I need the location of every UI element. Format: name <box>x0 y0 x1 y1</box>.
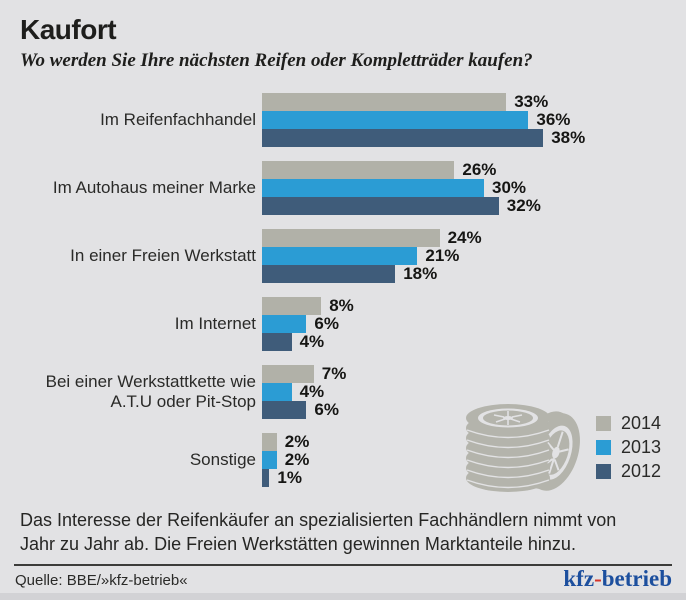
bar-value-label: 8% <box>329 296 354 315</box>
bar-2014 <box>262 433 277 451</box>
bottom-edge-strip <box>0 593 686 600</box>
bar-line-2012: 4% <box>262 333 354 351</box>
bar-line-2014: 2% <box>262 433 309 451</box>
legend-label: 2012 <box>621 461 662 481</box>
chart-row: Im Reifenfachhandel 33% 36% 38% <box>14 93 674 147</box>
bar-line-2013: 36% <box>262 111 585 129</box>
bar-value-label: 36% <box>536 110 571 129</box>
category-bars: 33% 36% 38% <box>262 93 585 147</box>
bar-line-2012: 6% <box>262 401 346 419</box>
bar-line-2013: 21% <box>262 247 482 265</box>
brand-logo: kfz-betrieb <box>563 566 672 592</box>
bar-line-2014: 7% <box>262 365 346 383</box>
chart-row: In einer Freien Werkstatt 24% 21% 18% <box>14 229 674 283</box>
bar-value-label: 7% <box>321 364 347 383</box>
bar-value-label: 2% <box>284 450 310 469</box>
legend: 2014 2013 2012 <box>596 413 662 481</box>
bar-line-2013: 2% <box>262 451 309 469</box>
bar-2012 <box>262 129 544 147</box>
bar-2014 <box>262 297 322 315</box>
bar-2014 <box>262 161 455 179</box>
legend-label: 2013 <box>621 437 662 457</box>
category-bars: 7% 4% 6% <box>262 365 346 419</box>
bar-line-2012: 32% <box>262 197 541 215</box>
bar-2014 <box>262 93 507 111</box>
legend-item-2012: 2012 <box>596 461 662 481</box>
brand-logo-suffix: betrieb <box>601 566 672 591</box>
bar-line-2012: 38% <box>262 129 585 147</box>
legend-label: 2014 <box>621 413 662 433</box>
bar-2012 <box>262 469 270 487</box>
bar-line-2014: 8% <box>262 297 354 315</box>
bar-2013 <box>262 315 307 333</box>
bar-2013 <box>262 247 418 265</box>
bar-value-label: 1% <box>277 468 302 487</box>
bar-line-2012: 18% <box>262 265 482 283</box>
chart-row: Sonstige 2% 2% 1% <box>14 433 674 487</box>
bar-value-label: 38% <box>551 128 586 147</box>
bar-line-2014: 33% <box>262 93 585 111</box>
category-label: Im Autohaus meiner Marke <box>52 177 256 197</box>
bar-value-label: 6% <box>314 400 339 419</box>
legend-swatch-2013 <box>596 440 611 455</box>
bar-value-label: 18% <box>403 264 438 283</box>
category-bars: 8% 6% 4% <box>262 297 354 351</box>
chart-row: Bei einer Werkstattkette wie A.T.U oder … <box>14 365 674 419</box>
bar-2012 <box>262 197 499 215</box>
bar-value-label: 30% <box>492 178 527 197</box>
bar-line-2013: 6% <box>262 315 354 333</box>
brand-logo-prefix: kfz <box>563 566 595 591</box>
page-title: Kaufort <box>20 14 117 45</box>
chart-description: Das Interesse der Reifenkäufer an spezia… <box>20 510 617 555</box>
brand-logo-hyphen: - <box>594 566 602 591</box>
bar-value-label: 26% <box>462 160 497 179</box>
category-bars: 2% 2% 1% <box>262 433 309 487</box>
bar-value-label: 6% <box>314 314 339 333</box>
bar-2013 <box>262 179 484 197</box>
category-label: Sonstige <box>189 449 256 469</box>
category-label: Bei einer Werkstattkette wie A.T.U oder … <box>45 371 256 411</box>
bar-value-label: 33% <box>514 92 549 111</box>
bar-line-2014: 24% <box>262 229 482 247</box>
tire-stack-icon <box>466 404 580 492</box>
footer-divider <box>14 564 672 566</box>
category-label: Im Reifenfachhandel <box>100 109 256 129</box>
bar-2012 <box>262 265 396 283</box>
bar-value-label: 24% <box>447 228 482 247</box>
bar-line-2013: 30% <box>262 179 541 197</box>
tire-stack-illustration <box>456 390 586 498</box>
legend-item-2013: 2013 <box>596 437 662 457</box>
legend-swatch-2012 <box>596 464 611 479</box>
bar-line-2012: 1% <box>262 469 309 487</box>
bar-2013 <box>262 383 292 401</box>
bar-line-2014: 26% <box>262 161 541 179</box>
category-label: In einer Freien Werkstatt <box>70 245 256 265</box>
bar-2014 <box>262 365 314 383</box>
bar-value-label: 4% <box>299 332 325 351</box>
bar-line-2013: 4% <box>262 383 346 401</box>
category-label: Im Internet <box>174 313 256 333</box>
bar-2014 <box>262 229 440 247</box>
chart-row: Im Internet 8% 6% 4% <box>14 297 674 351</box>
legend-swatch-2014 <box>596 416 611 431</box>
bar-value-label: 32% <box>506 196 541 215</box>
bar-value-label: 21% <box>425 246 460 265</box>
bar-2013 <box>262 451 277 469</box>
bar-2013 <box>262 111 529 129</box>
legend-item-2014: 2014 <box>596 413 662 433</box>
category-bars: 24% 21% 18% <box>262 229 482 283</box>
category-bars: 26% 30% 32% <box>262 161 541 215</box>
chart-row: Im Autohaus meiner Marke 26% 30% 32% <box>14 161 674 215</box>
bar-chart: Im Reifenfachhandel 33% 36% 38% Im Autohaus … <box>14 93 674 487</box>
bar-2012 <box>262 333 292 351</box>
bar-value-label: 4% <box>299 382 325 401</box>
bar-2012 <box>262 401 307 419</box>
bar-value-label: 2% <box>284 432 310 451</box>
chart-subtitle: Wo werden Sie Ihre nächsten Reifen oder … <box>20 50 533 71</box>
source-text: Quelle: BBE/»kfz-betrieb« <box>15 572 188 589</box>
